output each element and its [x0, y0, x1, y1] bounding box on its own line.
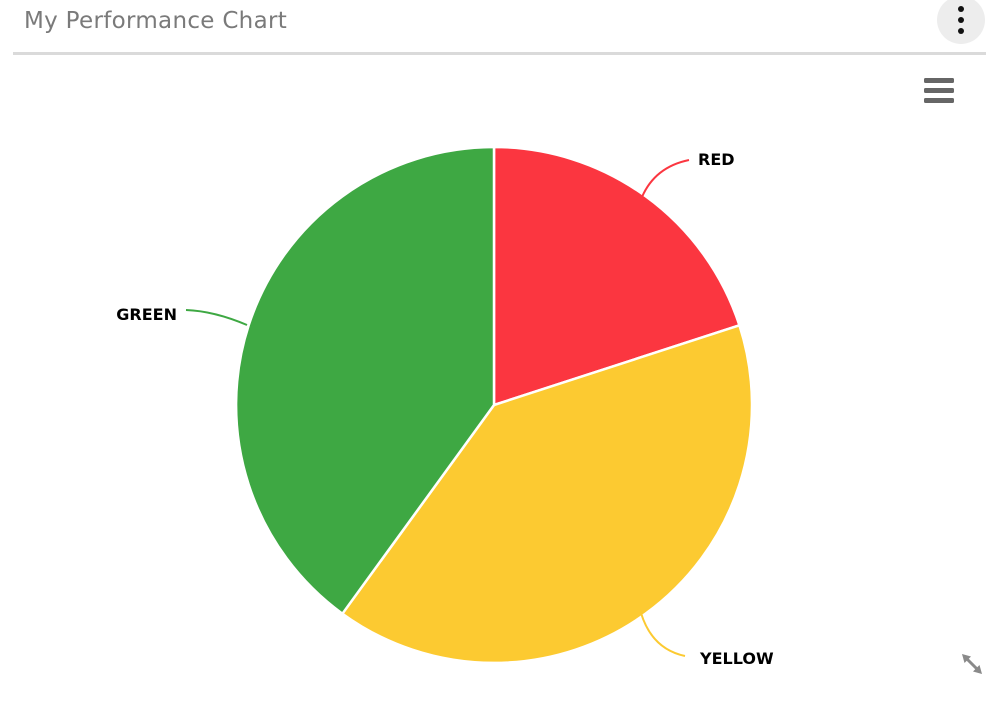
label-connector-red [641, 159, 690, 198]
chart-export-menu-button[interactable] [922, 73, 956, 107]
kebab-dot [958, 6, 964, 12]
kebab-dot [958, 28, 964, 34]
data-label-red: RED [698, 150, 735, 169]
hamburger-bar [924, 87, 954, 93]
header-divider [13, 52, 986, 55]
label-connector-yellow [640, 612, 686, 657]
pie-slice-red[interactable] [492, 145, 741, 407]
data-label-yellow: YELLOW [700, 649, 774, 668]
page-title: My Performance Chart [24, 8, 288, 34]
pie-slice-yellow[interactable] [341, 324, 754, 665]
diagonal-resize-icon [962, 654, 982, 674]
data-label-green: GREEN [116, 305, 177, 324]
pie-slice-green[interactable] [234, 145, 496, 615]
kebab-dot [958, 17, 964, 23]
card-menu-button[interactable] [937, 0, 985, 44]
hamburger-bar [924, 77, 954, 83]
hamburger-bar [924, 97, 954, 103]
chart-resize-handle[interactable] [957, 649, 987, 679]
label-connector-green [185, 309, 248, 326]
